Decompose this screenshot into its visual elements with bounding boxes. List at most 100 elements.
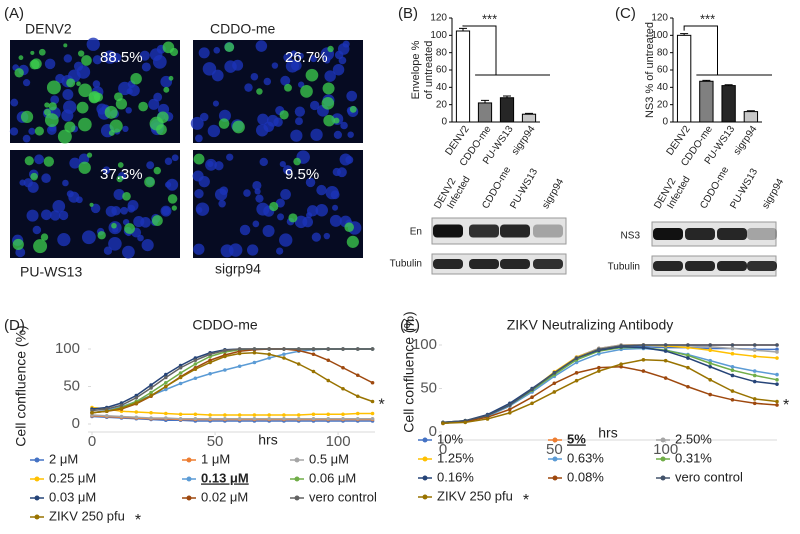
legend-label: ZIKV 250 pfu: [49, 508, 125, 523]
data-point: [730, 373, 735, 378]
error-bar: [680, 33, 689, 36]
blot-band: [717, 228, 747, 240]
data-point: [193, 412, 198, 417]
nucleus: [127, 200, 139, 211]
data-point: [223, 354, 227, 359]
blot-band: [717, 261, 747, 271]
data-point: [370, 416, 375, 421]
data-point: [708, 343, 712, 347]
stain: [293, 157, 301, 166]
nucleus: [9, 127, 19, 136]
data-point: [223, 348, 227, 353]
data-point: [178, 416, 183, 421]
blot-row-label: NS3: [621, 231, 641, 242]
nucleus: [122, 125, 129, 132]
data-point: [441, 421, 445, 426]
image-percent: 9.5%: [285, 166, 319, 183]
stain: [86, 152, 93, 158]
data-point: [223, 416, 227, 421]
data-point: [775, 356, 779, 360]
data-point: [708, 358, 712, 363]
data-point: [282, 416, 286, 421]
data-point: [597, 347, 601, 352]
data-point: [267, 413, 271, 417]
data-point: [282, 413, 286, 417]
data-point: [193, 416, 198, 421]
panel-label: (C): [615, 5, 636, 22]
data-point: [508, 411, 512, 415]
nucleus: [10, 98, 19, 107]
series-line: [91, 348, 373, 412]
data-point: [149, 416, 153, 420]
data-point: [641, 343, 646, 347]
nucleus: [190, 116, 204, 130]
data-point: [134, 401, 139, 405]
panel-label: (D): [4, 317, 25, 334]
stain: [300, 85, 313, 98]
data-point: [267, 356, 271, 360]
chart-title: CDDO-me: [192, 317, 258, 333]
x-tick-label: 0: [439, 441, 447, 458]
series-line: [91, 406, 373, 416]
legend-label: 0.16%: [437, 469, 474, 484]
image-percent: 37.3%: [100, 166, 143, 183]
data-point: [641, 369, 646, 373]
significance-bracket: [462, 25, 550, 76]
data-point: [193, 362, 198, 366]
nucleus: [52, 199, 66, 213]
nucleus: [133, 216, 145, 228]
data-point: [311, 412, 316, 417]
legend-swatch: [34, 476, 40, 482]
data-point: [164, 416, 168, 420]
data-point: [708, 348, 712, 353]
y-tick-label: 0: [72, 415, 80, 432]
data-point: [552, 371, 557, 375]
stain: [323, 114, 335, 127]
data-point: [282, 352, 286, 357]
legend-swatch: [552, 475, 558, 481]
data-point: [326, 378, 331, 383]
error-bar: [702, 79, 711, 82]
x-tick-label: 100: [653, 441, 678, 458]
data-point: [237, 347, 242, 351]
nucleus: [120, 206, 128, 215]
y-tick-label: 80: [657, 47, 669, 58]
data-point: [730, 398, 735, 402]
data-point: [370, 399, 375, 404]
data-point: [134, 395, 139, 400]
stain: [115, 98, 128, 110]
data-point: [282, 347, 286, 351]
nucleus: [336, 167, 347, 178]
significance: ***: [482, 11, 497, 26]
error-bar: [459, 27, 467, 31]
nucleus: [259, 157, 268, 167]
image-percent: 26.7%: [285, 49, 328, 66]
y-tick-label: 100: [430, 30, 447, 41]
stain: [111, 222, 117, 229]
data-point: [164, 384, 168, 389]
nucleus: [92, 80, 101, 88]
blot-band: [433, 224, 463, 238]
stain: [224, 42, 235, 53]
data-point: [370, 380, 375, 385]
nucleus: [244, 83, 253, 92]
nucleus: [78, 153, 90, 164]
nucleus: [346, 90, 358, 102]
y-tick-label: 0: [429, 423, 437, 440]
legend-label: 5%: [567, 431, 586, 446]
data-point: [326, 358, 331, 363]
blot-band: [469, 224, 499, 238]
data-point: [164, 387, 168, 392]
error-bar: [481, 99, 489, 103]
bar: [455, 30, 471, 123]
nucleus: [291, 60, 302, 71]
data-point: [552, 390, 557, 394]
data-point: [208, 371, 212, 376]
stain: [18, 55, 24, 61]
nucleus: [81, 230, 96, 245]
nucleus: [271, 62, 279, 69]
nucleus: [325, 186, 339, 200]
data-point: [370, 347, 375, 351]
data-point: [775, 347, 779, 352]
nucleus: [324, 70, 336, 82]
